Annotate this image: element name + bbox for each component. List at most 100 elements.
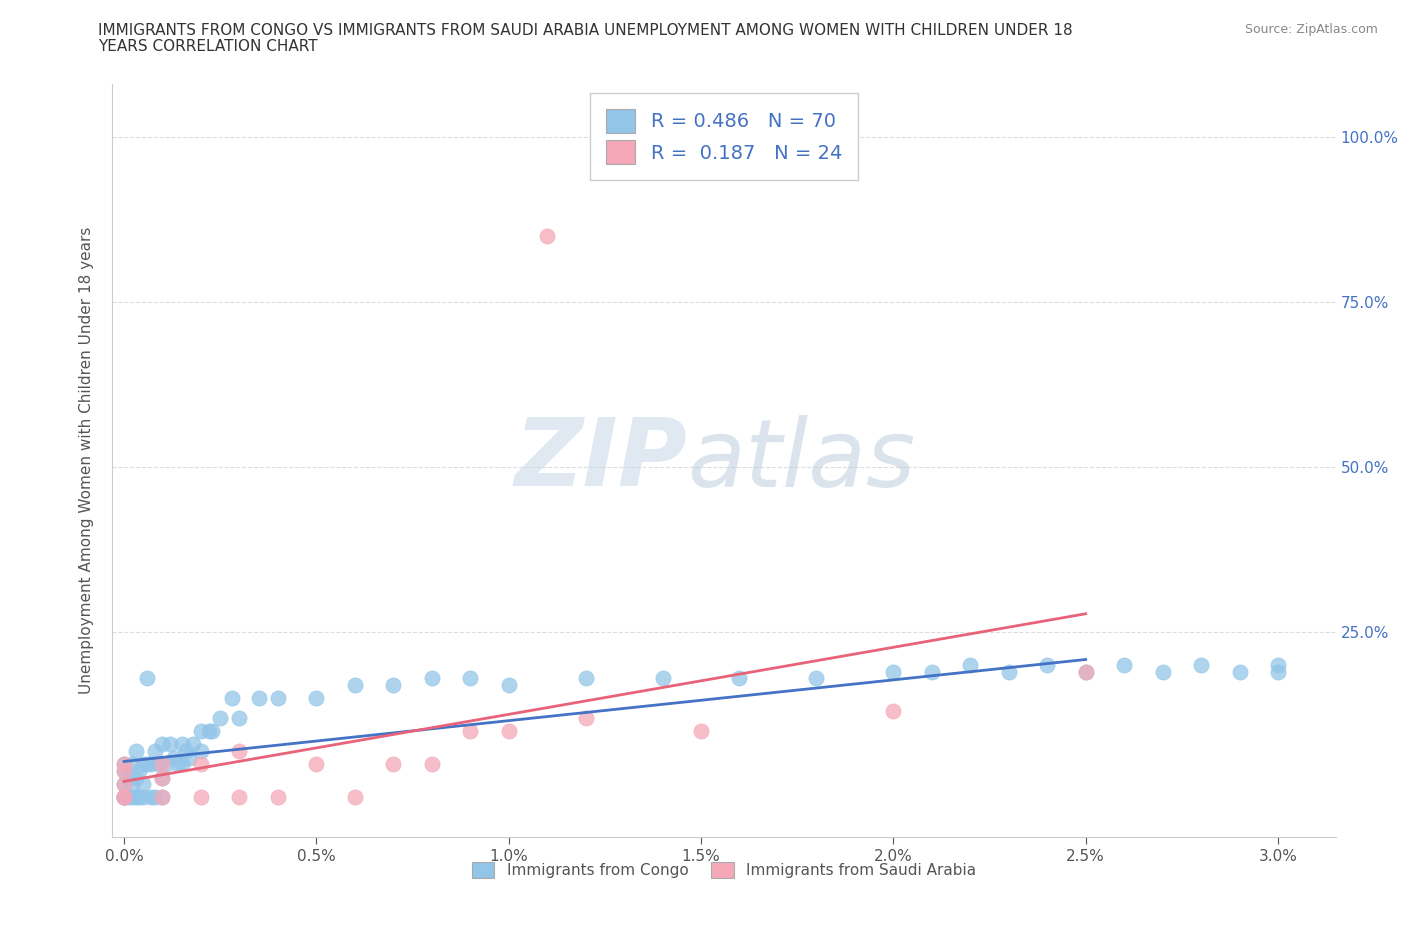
Point: [117, 790, 139, 804]
Point: [305, 757, 328, 772]
Point: [132, 777, 155, 791]
Point: [498, 724, 520, 738]
Point: [1229, 664, 1251, 679]
Point: [247, 691, 270, 706]
Point: [152, 757, 174, 772]
Point: [112, 790, 135, 804]
Point: [498, 678, 520, 693]
Point: [197, 724, 219, 738]
Point: [1267, 658, 1289, 672]
Point: [190, 790, 212, 804]
Point: [1074, 664, 1097, 679]
Point: [124, 770, 146, 785]
Point: [1074, 664, 1097, 679]
Point: [1267, 664, 1289, 679]
Point: [420, 671, 443, 685]
Point: [112, 777, 135, 791]
Point: [112, 777, 135, 791]
Point: [152, 790, 174, 804]
Point: [458, 724, 481, 738]
Point: [128, 764, 150, 778]
Point: [143, 790, 166, 804]
Point: [112, 764, 135, 778]
Point: [148, 757, 170, 772]
Point: [382, 757, 405, 772]
Point: [179, 751, 201, 765]
Legend: Immigrants from Congo, Immigrants from Saudi Arabia: Immigrants from Congo, Immigrants from S…: [464, 855, 984, 886]
Point: [536, 228, 558, 243]
Point: [1036, 658, 1059, 672]
Text: IMMIGRANTS FROM CONGO VS IMMIGRANTS FROM SAUDI ARABIA UNEMPLOYMENT AMONG WOMEN W: IMMIGRANTS FROM CONGO VS IMMIGRANTS FROM…: [98, 23, 1073, 38]
Point: [201, 724, 224, 738]
Point: [139, 757, 162, 772]
Point: [112, 757, 135, 772]
Point: [170, 757, 193, 772]
Point: [121, 790, 143, 804]
Point: [190, 724, 212, 738]
Point: [112, 790, 135, 804]
Point: [305, 691, 328, 706]
Point: [132, 790, 155, 804]
Point: [382, 678, 405, 693]
Point: [152, 770, 174, 785]
Point: [117, 770, 139, 785]
Point: [167, 757, 190, 772]
Point: [228, 711, 250, 725]
Point: [190, 757, 212, 772]
Text: ZIP: ZIP: [515, 415, 688, 506]
Point: [806, 671, 828, 685]
Point: [1152, 664, 1174, 679]
Point: [343, 790, 366, 804]
Point: [170, 737, 193, 752]
Point: [221, 691, 243, 706]
Point: [690, 724, 713, 738]
Point: [112, 790, 135, 804]
Point: [112, 790, 135, 804]
Point: [112, 757, 135, 772]
Point: [124, 790, 146, 804]
Point: [181, 737, 204, 752]
Point: [128, 790, 150, 804]
Point: [575, 711, 598, 725]
Point: [209, 711, 232, 725]
Point: [136, 757, 159, 772]
Point: [112, 764, 135, 778]
Point: [575, 671, 598, 685]
Point: [882, 704, 904, 719]
Point: [152, 790, 174, 804]
Point: [882, 664, 904, 679]
Point: [267, 790, 290, 804]
Point: [121, 757, 143, 772]
Point: [174, 744, 197, 759]
Point: [651, 671, 673, 685]
Point: [143, 744, 166, 759]
Point: [959, 658, 981, 672]
Point: [190, 744, 212, 759]
Point: [152, 737, 174, 752]
Text: atlas: atlas: [688, 415, 915, 506]
Point: [159, 737, 181, 752]
Text: Source: ZipAtlas.com: Source: ZipAtlas.com: [1244, 23, 1378, 36]
Point: [1114, 658, 1136, 672]
Point: [1189, 658, 1212, 672]
Point: [420, 757, 443, 772]
Point: [997, 664, 1019, 679]
Point: [228, 744, 250, 759]
Point: [121, 777, 143, 791]
Point: [124, 744, 146, 759]
Point: [267, 691, 290, 706]
Point: [728, 671, 751, 685]
Y-axis label: Unemployment Among Women with Children Under 18 years: Unemployment Among Women with Children U…: [79, 227, 94, 694]
Point: [155, 757, 177, 772]
Point: [228, 790, 250, 804]
Point: [458, 671, 481, 685]
Point: [112, 790, 135, 804]
Point: [921, 664, 943, 679]
Point: [163, 751, 186, 765]
Point: [343, 678, 366, 693]
Point: [136, 671, 159, 685]
Text: YEARS CORRELATION CHART: YEARS CORRELATION CHART: [98, 39, 318, 54]
Point: [139, 790, 162, 804]
Point: [132, 757, 155, 772]
Point: [112, 790, 135, 804]
